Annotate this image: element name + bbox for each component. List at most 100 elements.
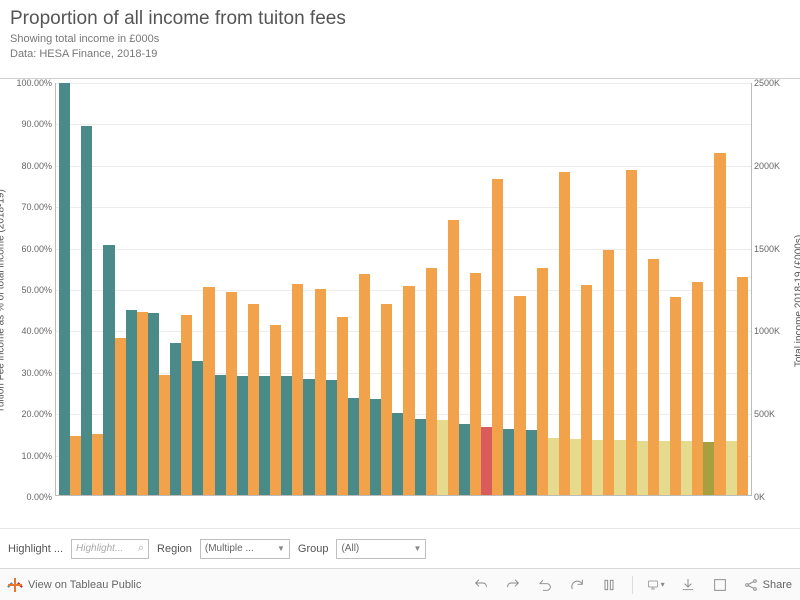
pct-bar[interactable] [259,376,270,495]
income-bar[interactable] [559,172,570,495]
refresh-button[interactable] [568,576,586,594]
bar-group[interactable] [548,83,570,495]
income-bar[interactable] [270,325,281,495]
income-bar[interactable] [692,282,703,495]
bar-group[interactable] [215,83,237,495]
income-bar[interactable] [670,297,681,495]
income-bar[interactable] [737,277,748,495]
download-button[interactable] [679,576,697,594]
bar-group[interactable] [259,83,281,495]
bar-group[interactable] [614,83,636,495]
group-dropdown[interactable]: (All) ▼ [336,539,426,559]
income-bar[interactable] [470,273,481,495]
bar-group[interactable] [103,83,125,495]
highlight-input[interactable]: Highlight... ⌕ [71,539,149,559]
bar-group[interactable] [726,83,748,495]
income-bar[interactable] [403,286,414,495]
income-bar[interactable] [292,284,303,495]
pct-bar[interactable] [237,376,248,495]
bar-group[interactable] [81,83,103,495]
pct-bar[interactable] [570,439,581,495]
income-bar[interactable] [70,436,81,495]
pct-bar[interactable] [170,343,181,495]
pct-bar[interactable] [126,310,137,495]
pct-bar[interactable] [370,399,381,495]
income-bar[interactable] [448,220,459,495]
income-bar[interactable] [626,170,637,495]
pct-bar[interactable] [59,83,70,495]
bar-group[interactable] [326,83,348,495]
income-bar[interactable] [159,375,170,495]
pct-bar[interactable] [326,380,337,495]
revert-button[interactable] [536,576,554,594]
income-bar[interactable] [337,317,348,495]
pct-bar[interactable] [703,442,714,495]
bar-group[interactable] [703,83,725,495]
bar-group[interactable] [592,83,614,495]
bar-group[interactable] [392,83,414,495]
income-bar[interactable] [581,285,592,495]
income-bar[interactable] [514,296,525,495]
device-preview-button[interactable]: ▾ [647,576,665,594]
view-on-tableau-link[interactable]: View on Tableau Public [8,578,141,592]
income-bar[interactable] [537,268,548,495]
bar-group[interactable] [526,83,548,495]
bar-group[interactable] [148,83,170,495]
bar-group[interactable] [303,83,325,495]
pct-bar[interactable] [415,419,426,495]
bar-group[interactable] [681,83,703,495]
bar-group[interactable] [459,83,481,495]
bar-group[interactable] [59,83,81,495]
bar-group[interactable] [170,83,192,495]
bar-group[interactable] [481,83,503,495]
bar-group[interactable] [281,83,303,495]
pct-bar[interactable] [437,420,448,495]
pct-bar[interactable] [392,413,403,495]
income-bar[interactable] [92,434,103,495]
income-bar[interactable] [248,304,259,495]
income-bar[interactable] [226,292,237,495]
pct-bar[interactable] [526,430,537,495]
income-bar[interactable] [137,312,148,495]
pct-bar[interactable] [281,376,292,495]
income-bar[interactable] [315,289,326,495]
pct-bar[interactable] [614,440,625,495]
pct-bar[interactable] [503,429,514,495]
pct-bar[interactable] [81,126,92,495]
income-bar[interactable] [359,274,370,495]
bar-group[interactable] [503,83,525,495]
pct-bar[interactable] [148,313,159,495]
pct-bar[interactable] [348,398,359,495]
bar-group[interactable] [415,83,437,495]
income-bar[interactable] [181,315,192,495]
redo-button[interactable] [504,576,522,594]
bar-group[interactable] [437,83,459,495]
income-bar[interactable] [648,259,659,495]
pct-bar[interactable] [592,440,603,495]
undo-button[interactable] [472,576,490,594]
pct-bar[interactable] [192,361,203,495]
bar-group[interactable] [237,83,259,495]
share-button[interactable]: Share [743,576,792,594]
pct-bar[interactable] [103,245,114,495]
income-bar[interactable] [115,338,126,495]
income-bar[interactable] [381,304,392,495]
pct-bar[interactable] [548,438,559,495]
pct-bar[interactable] [215,375,226,495]
pct-bar[interactable] [681,441,692,495]
pct-bar[interactable] [726,441,737,495]
bar-group[interactable] [348,83,370,495]
bar-group[interactable] [370,83,392,495]
region-dropdown[interactable]: (Multiple ... ▼ [200,539,290,559]
pct-bar[interactable] [303,379,314,495]
bar-group[interactable] [126,83,148,495]
income-bar[interactable] [492,179,503,495]
pct-bar[interactable] [659,441,670,495]
income-bar[interactable] [203,287,214,495]
income-bar[interactable] [426,268,437,495]
bar-group[interactable] [570,83,592,495]
bar-group[interactable] [637,83,659,495]
income-bar[interactable] [603,250,614,495]
bar-group[interactable] [659,83,681,495]
income-bar[interactable] [714,153,725,495]
